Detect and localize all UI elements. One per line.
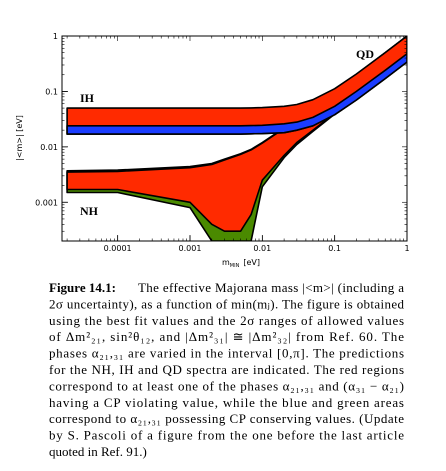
caption-line: quoted in Ref. 91.) bbox=[49, 444, 147, 459]
annotation: QD bbox=[356, 47, 374, 61]
caption-line: correspond to α₂₁,₃₁ possessing CP conse… bbox=[49, 411, 404, 426]
x-axis-label-sub: MIN bbox=[230, 263, 240, 269]
x-axis-label-main: m bbox=[222, 258, 230, 267]
caption-line: by S. Pascoli of a figure from the one b… bbox=[49, 428, 404, 443]
caption: The effective Majorana mass |<m>| (inclu… bbox=[49, 280, 405, 459]
annotation: IH bbox=[80, 91, 95, 105]
annotation: NH bbox=[80, 204, 99, 218]
caption-line: of Δm²₂₁, sin²θ₁₂, and |Δm²₃₁| ≅ |Δm²₃₂|… bbox=[49, 329, 404, 344]
x-tick-label: 0.01 bbox=[253, 244, 271, 253]
caption-line: phases α₂₁,₃₁ are varied in the interval… bbox=[49, 346, 404, 361]
caption-line: 2σ uncertainty), as a function of min(mⱼ… bbox=[49, 296, 405, 311]
caption-label: Figure 14.1: bbox=[49, 280, 116, 295]
x-tick-label: 0.0001 bbox=[104, 244, 132, 253]
caption-line: having a CP violating value, while the b… bbox=[49, 395, 404, 410]
y-tick-label: 0.001 bbox=[35, 198, 58, 207]
y-tick-label: 0.01 bbox=[40, 143, 58, 152]
plot-frame bbox=[61, 35, 408, 242]
y-tick-label: 1 bbox=[53, 32, 58, 41]
x-tick-label: 0.001 bbox=[179, 244, 202, 253]
band-area bbox=[66, 52, 407, 135]
band-area bbox=[66, 36, 407, 232]
caption-line: correspond to at least one of the phases… bbox=[49, 378, 404, 393]
caption-line: using the best fit values and the 2σ ran… bbox=[49, 313, 404, 328]
y-tick-label: 0.1 bbox=[45, 87, 58, 96]
y-axis-label: |<m>| [eV] bbox=[15, 115, 24, 161]
caption-line: The effective Majorana mass |<m>| (inclu… bbox=[138, 280, 404, 295]
x-tick-label: 0.1 bbox=[328, 244, 341, 253]
x-tick-label: 1 bbox=[404, 244, 409, 253]
caption-line: for the NH, IH and QD spectra are indica… bbox=[49, 362, 404, 377]
x-axis-label: mMIN [eV] bbox=[222, 258, 260, 269]
plot-area bbox=[66, 36, 407, 241]
x-axis-label-unit: [eV] bbox=[243, 258, 260, 267]
